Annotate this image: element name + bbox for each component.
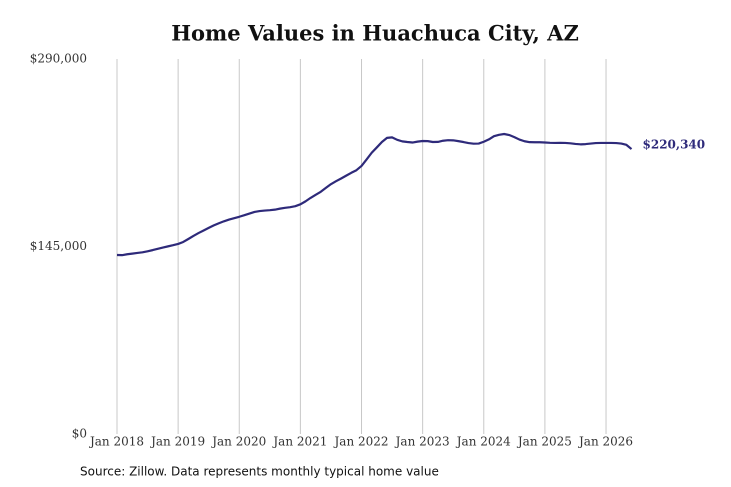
line-series <box>116 132 633 257</box>
x-tick-label: Jan 2025 <box>516 435 572 449</box>
x-tick-label: Jan 2024 <box>455 435 511 449</box>
source-note: Source: Zillow. Data represents monthly … <box>80 465 439 479</box>
y-tick-label: $0 <box>72 427 87 441</box>
x-tick-label: Jan 2018 <box>88 435 144 449</box>
x-tick-label: Jan 2026 <box>577 435 633 449</box>
y-tick-label: $145,000 <box>30 239 87 253</box>
x-tick-label: Jan 2023 <box>394 435 450 449</box>
x-tick-label: Jan 2020 <box>210 435 266 449</box>
x-tick-label: Jan 2021 <box>271 435 327 449</box>
x-tick-label: Jan 2022 <box>332 435 388 449</box>
x-tick-label: Jan 2019 <box>149 435 205 449</box>
chart-title: Home Values in Huachuca City, AZ <box>171 21 579 46</box>
value-label: $220,340 <box>643 138 706 152</box>
y-tick-label: $290,000 <box>30 52 87 66</box>
